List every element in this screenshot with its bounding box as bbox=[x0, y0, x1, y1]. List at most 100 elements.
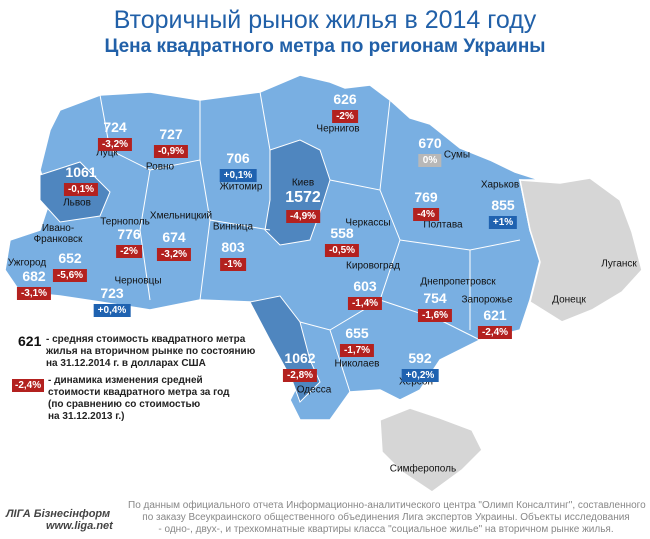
region-price: 621 bbox=[483, 307, 507, 323]
logo-url: www.liga.net bbox=[46, 520, 113, 532]
legend-line: стоимости квадратного метра за год bbox=[48, 387, 230, 398]
region-label: 776 -2% bbox=[116, 227, 142, 259]
source-line: - одно-, двух-, и трехкомнатные квартиры… bbox=[158, 524, 614, 535]
region-label: 706 +0,1% bbox=[219, 150, 257, 183]
region-name: Запорожье bbox=[461, 294, 513, 306]
region-price: 776 bbox=[117, 226, 141, 242]
legend-line: - динамика изменения средней bbox=[48, 375, 203, 386]
region-name: Тернополь bbox=[100, 216, 150, 228]
region-label: 754 -1,6% bbox=[417, 290, 453, 323]
region-price: 558 bbox=[330, 225, 354, 241]
region-label: 592 +0,2% bbox=[401, 350, 439, 383]
region-change: -3,2% bbox=[97, 138, 133, 151]
crimea bbox=[379, 407, 483, 493]
legend-price-text: - средняя стоимость квадратного метра жи… bbox=[46, 334, 255, 370]
legend-price: 621 bbox=[18, 333, 41, 351]
region-price: 855 bbox=[491, 197, 515, 213]
region-change: +0,4% bbox=[93, 304, 131, 317]
region-name: Чернигов bbox=[316, 123, 360, 135]
region-name: Донецк bbox=[552, 294, 586, 306]
region-name: Николаев bbox=[334, 358, 380, 370]
region-price: 724 bbox=[103, 119, 127, 135]
region-name: Житомир bbox=[219, 181, 263, 193]
region-label: 769 -4% bbox=[413, 190, 439, 222]
region-price: 674 bbox=[162, 229, 186, 245]
region-name: Черновцы bbox=[114, 275, 162, 287]
region-price: 1572 bbox=[285, 189, 321, 206]
region-name: Симферополь bbox=[389, 463, 457, 475]
region-price: 1062 bbox=[284, 350, 316, 366]
region-name: Ровно bbox=[145, 161, 175, 173]
legend-line: жилья на вторичном рынке по состоянию bbox=[46, 346, 256, 357]
region-change: -3,1% bbox=[16, 287, 52, 300]
region-change: 0% bbox=[418, 154, 442, 167]
region-name: Херсон bbox=[399, 376, 433, 388]
region-price: 803 bbox=[221, 239, 245, 255]
legend-badge: -2,4% bbox=[12, 379, 45, 392]
region-name: Днепропетровск bbox=[420, 276, 496, 288]
region-label: 803 -1% bbox=[220, 240, 246, 272]
region-name: Сумы bbox=[443, 149, 471, 161]
subtitle: Цена квадратного метра по регионам Украи… bbox=[104, 36, 546, 57]
region-change: -1,6% bbox=[417, 309, 453, 322]
region-change: -2% bbox=[116, 245, 142, 258]
legend-line: на 31.12.2014 г. в долларах США bbox=[46, 358, 206, 369]
legend-key: 621 bbox=[18, 333, 42, 349]
region-change: -2,4% bbox=[477, 326, 513, 339]
legend-change-text: - динамика изменения средней стоимости к… bbox=[48, 375, 229, 423]
region-change: -1,7% bbox=[339, 344, 375, 357]
region-change: -2% bbox=[332, 110, 358, 123]
region-price: 670 bbox=[418, 135, 442, 151]
region-label: 652 -5,6% bbox=[52, 250, 88, 283]
region-name: Киев bbox=[291, 177, 315, 189]
region-label: 626 -2% bbox=[332, 92, 358, 124]
region-name: Черкассы bbox=[345, 217, 391, 229]
region-price: 706 bbox=[226, 150, 250, 166]
region-price: 1061 bbox=[65, 164, 97, 180]
region-name: Ужгород bbox=[7, 257, 47, 269]
region-change: -1% bbox=[220, 258, 246, 271]
region-change: -4,9% bbox=[285, 210, 321, 223]
region-change: -0,5% bbox=[324, 244, 360, 257]
region-label: 682 -3,1% bbox=[16, 268, 52, 301]
region-label: 621 -2,4% bbox=[477, 307, 513, 340]
region-price: 626 bbox=[333, 91, 357, 107]
region-price: 592 bbox=[408, 350, 432, 366]
region-label: 603 -1,4% bbox=[347, 279, 383, 311]
legend-line: (по сравнению со стоимостью bbox=[48, 399, 201, 410]
region-label: 1062 -2,8% bbox=[282, 350, 318, 383]
source-line: по заказу Всеукраинского общественного о… bbox=[142, 512, 630, 523]
region-label: 670 0% bbox=[418, 135, 442, 168]
region-name: Кировоград bbox=[346, 260, 400, 272]
region-label: 1572 -4,9% bbox=[285, 190, 321, 224]
region-name: Винница bbox=[212, 221, 254, 233]
occupied-east bbox=[519, 177, 643, 323]
region-price: 652 bbox=[58, 250, 82, 266]
source-line: По данным официального отчета Информацио… bbox=[128, 500, 646, 511]
legend-line: на 31.12.2013 г.) bbox=[48, 411, 125, 422]
region-name: Полтава bbox=[423, 219, 463, 231]
region-label: 855 +1% bbox=[488, 197, 518, 230]
region-change: +0,1% bbox=[219, 169, 257, 182]
region-change: +0,2% bbox=[401, 369, 439, 382]
logo-name: ЛIГА Бізнесінформ bbox=[6, 508, 111, 520]
region-label: 723 +0,4% bbox=[93, 285, 131, 318]
region-change: -2,8% bbox=[282, 369, 318, 382]
region-label: 1061 -0,1% bbox=[63, 164, 99, 197]
region-name: Ивано-Франковск bbox=[33, 223, 83, 245]
region-price: 727 bbox=[159, 126, 183, 142]
region-price: 754 bbox=[423, 290, 447, 306]
title: Вторичный рынок жилья в 2014 году bbox=[113, 6, 537, 34]
region-change: -4% bbox=[413, 208, 439, 221]
region-label: 655 -1,7% bbox=[339, 326, 375, 358]
region-price: 723 bbox=[100, 285, 124, 301]
region-name: Харьков bbox=[480, 179, 520, 191]
region-name: Луганск bbox=[601, 258, 637, 270]
legend-line: - средняя стоимость квадратного метра bbox=[46, 334, 246, 345]
region-price: 682 bbox=[22, 268, 46, 284]
logo: ЛIГА Бізнесінформ www.liga.net bbox=[6, 508, 113, 532]
region-change: -0,9% bbox=[153, 145, 189, 158]
region-change: -5,6% bbox=[52, 269, 88, 282]
